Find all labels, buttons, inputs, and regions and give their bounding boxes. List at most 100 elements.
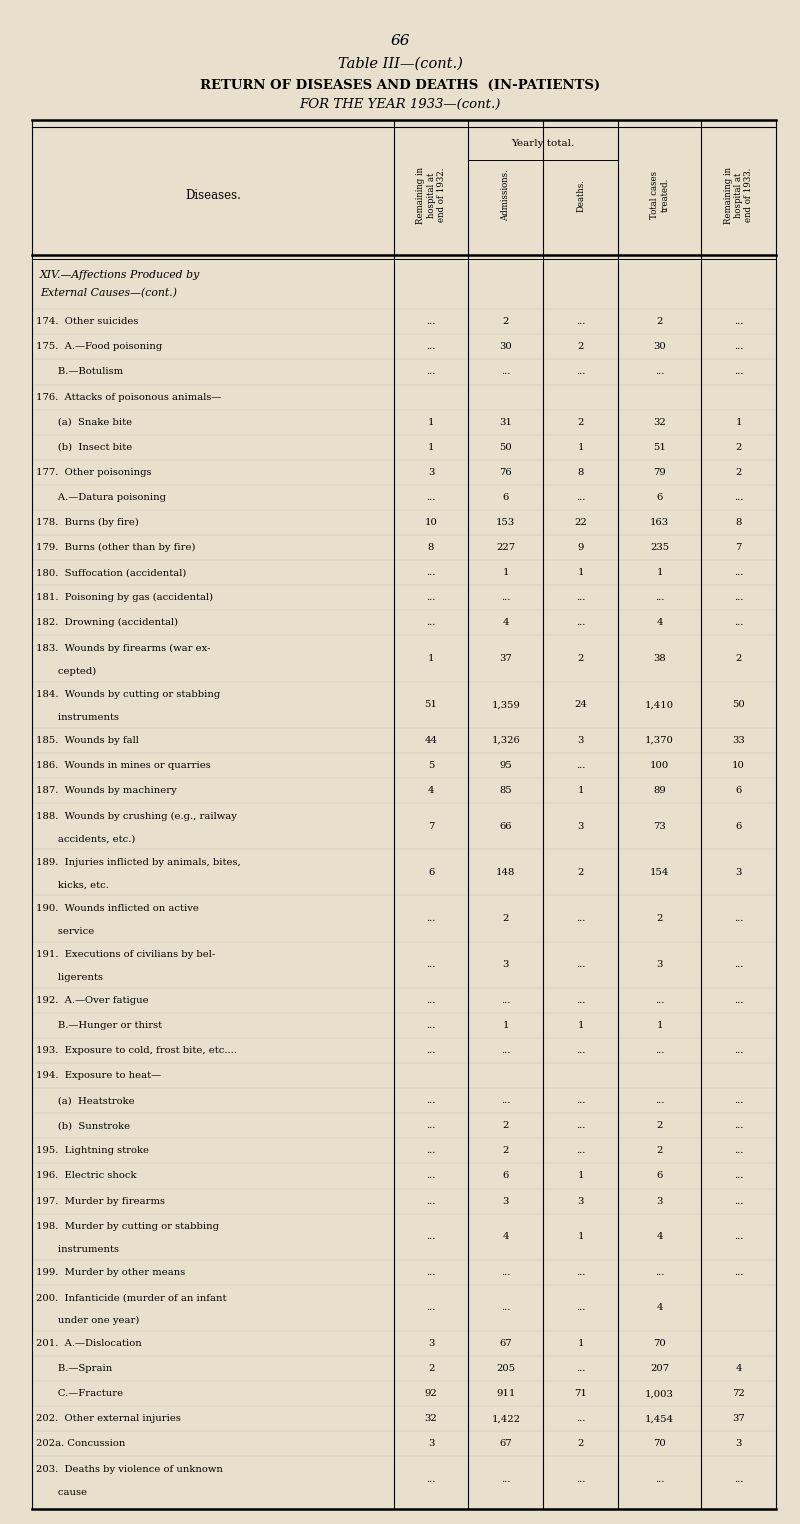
Text: 2: 2	[578, 1440, 584, 1448]
Text: ...: ...	[426, 1233, 436, 1241]
Text: ...: ...	[655, 1268, 664, 1277]
Text: RETURN OF DISEASES AND DEATHS  (IN-PATIENTS): RETURN OF DISEASES AND DEATHS (IN-PATIEN…	[200, 79, 600, 93]
Text: 184.  Wounds by cutting or stabbing: 184. Wounds by cutting or stabbing	[36, 690, 220, 700]
Text: 3: 3	[578, 1196, 584, 1205]
Text: 30: 30	[499, 343, 512, 352]
Text: 100: 100	[650, 760, 670, 770]
Text: 4: 4	[502, 1233, 509, 1241]
Text: 4: 4	[502, 619, 509, 628]
Text: ...: ...	[501, 1303, 510, 1312]
Text: ...: ...	[734, 1045, 743, 1055]
Text: 1,359: 1,359	[491, 700, 520, 709]
Text: ...: ...	[576, 995, 586, 1004]
Text: 203.  Deaths by violence of unknown: 203. Deaths by violence of unknown	[36, 1465, 223, 1474]
Text: 2: 2	[735, 468, 742, 477]
Text: ...: ...	[501, 367, 510, 376]
Text: ...: ...	[426, 960, 436, 969]
Text: ...: ...	[576, 1045, 586, 1055]
Text: 2: 2	[502, 1146, 509, 1155]
Text: 10: 10	[732, 760, 745, 770]
Text: ...: ...	[426, 1096, 436, 1105]
Text: 200.  Infanticide (murder of an infant: 200. Infanticide (murder of an infant	[36, 1294, 226, 1301]
Text: ...: ...	[426, 343, 436, 352]
Text: ...: ...	[576, 1096, 586, 1105]
Text: B.—Botulism: B.—Botulism	[36, 367, 123, 376]
Text: ...: ...	[426, 1475, 436, 1484]
Text: ...: ...	[734, 995, 743, 1004]
Text: ...: ...	[655, 593, 664, 602]
Text: ...: ...	[655, 367, 664, 376]
Text: 92: 92	[425, 1390, 438, 1398]
Text: ...: ...	[576, 1303, 586, 1312]
Text: ...: ...	[576, 619, 586, 628]
Text: 197.  Murder by firearms: 197. Murder by firearms	[36, 1196, 165, 1205]
Text: ...: ...	[655, 995, 664, 1004]
Text: ...: ...	[501, 1268, 510, 1277]
Text: 2: 2	[657, 914, 663, 924]
Text: 8: 8	[735, 518, 742, 527]
Text: 176.  Attacks of poisonous animals—: 176. Attacks of poisonous animals—	[36, 393, 222, 402]
Text: 6: 6	[657, 492, 662, 501]
Text: 183.  Wounds by firearms (war ex-: 183. Wounds by firearms (war ex-	[36, 643, 210, 652]
Text: 187.  Wounds by machinery: 187. Wounds by machinery	[36, 786, 177, 796]
Text: ...: ...	[426, 1021, 436, 1030]
Text: 199.  Murder by other means: 199. Murder by other means	[36, 1268, 186, 1277]
Text: 205: 205	[496, 1364, 515, 1373]
Text: 179.  Burns (other than by fire): 179. Burns (other than by fire)	[36, 543, 195, 552]
Text: ...: ...	[576, 914, 586, 924]
Text: Deaths.: Deaths.	[576, 178, 585, 212]
Text: 174.  Other suicides: 174. Other suicides	[36, 317, 138, 326]
Text: 2: 2	[657, 1122, 663, 1131]
Text: 67: 67	[499, 1440, 512, 1448]
Text: 180.  Suffocation (accidental): 180. Suffocation (accidental)	[36, 568, 186, 578]
Text: 24: 24	[574, 700, 587, 709]
Text: (a)  Heatstroke: (a) Heatstroke	[36, 1096, 134, 1105]
Text: ...: ...	[734, 367, 743, 376]
Text: ...: ...	[426, 367, 436, 376]
Text: 3: 3	[578, 736, 584, 745]
Text: 181.  Poisoning by gas (accidental): 181. Poisoning by gas (accidental)	[36, 593, 213, 602]
Text: 67: 67	[499, 1340, 512, 1349]
Text: 1,454: 1,454	[645, 1414, 674, 1423]
Text: ...: ...	[655, 1045, 664, 1055]
Text: ...: ...	[426, 1045, 436, 1055]
Text: 1: 1	[502, 568, 509, 578]
Text: ...: ...	[734, 492, 743, 501]
Text: Remaining in
hospital at
end of 1932.: Remaining in hospital at end of 1932.	[416, 166, 446, 224]
Text: 201.  A.—Dislocation: 201. A.—Dislocation	[36, 1340, 142, 1349]
Text: 50: 50	[732, 700, 745, 709]
Text: ...: ...	[576, 760, 586, 770]
Text: 79: 79	[654, 468, 666, 477]
Text: 2: 2	[735, 443, 742, 451]
Text: 198.  Murder by cutting or stabbing: 198. Murder by cutting or stabbing	[36, 1222, 219, 1231]
Text: cause: cause	[36, 1487, 87, 1497]
Text: 4: 4	[656, 1233, 663, 1241]
Text: Remaining in
hospital at
end of 1933.: Remaining in hospital at end of 1933.	[724, 166, 754, 224]
Text: 186.  Wounds in mines or quarries: 186. Wounds in mines or quarries	[36, 760, 210, 770]
Text: 85: 85	[499, 786, 512, 796]
Text: 1,370: 1,370	[645, 736, 674, 745]
Text: ...: ...	[576, 1146, 586, 1155]
Text: Diseases.: Diseases.	[185, 189, 241, 201]
Text: 71: 71	[574, 1390, 587, 1398]
Text: ...: ...	[576, 593, 586, 602]
Text: 8: 8	[578, 468, 584, 477]
Text: 70: 70	[654, 1340, 666, 1349]
Text: 32: 32	[654, 418, 666, 427]
Text: 1: 1	[428, 418, 434, 427]
Text: 4: 4	[735, 1364, 742, 1373]
Text: 1,326: 1,326	[491, 736, 520, 745]
Text: ...: ...	[426, 1196, 436, 1205]
Text: ...: ...	[734, 914, 743, 924]
Text: 1,003: 1,003	[645, 1390, 674, 1398]
Text: 1: 1	[578, 1172, 584, 1181]
Text: 3: 3	[428, 468, 434, 477]
Text: External Causes—(cont.): External Causes—(cont.)	[40, 288, 177, 299]
Text: 1: 1	[578, 1233, 584, 1241]
Text: 148: 148	[496, 867, 515, 876]
Text: ...: ...	[576, 1364, 586, 1373]
Text: ...: ...	[576, 1122, 586, 1131]
Text: ...: ...	[501, 1096, 510, 1105]
Text: 2: 2	[428, 1364, 434, 1373]
Text: ...: ...	[734, 1146, 743, 1155]
